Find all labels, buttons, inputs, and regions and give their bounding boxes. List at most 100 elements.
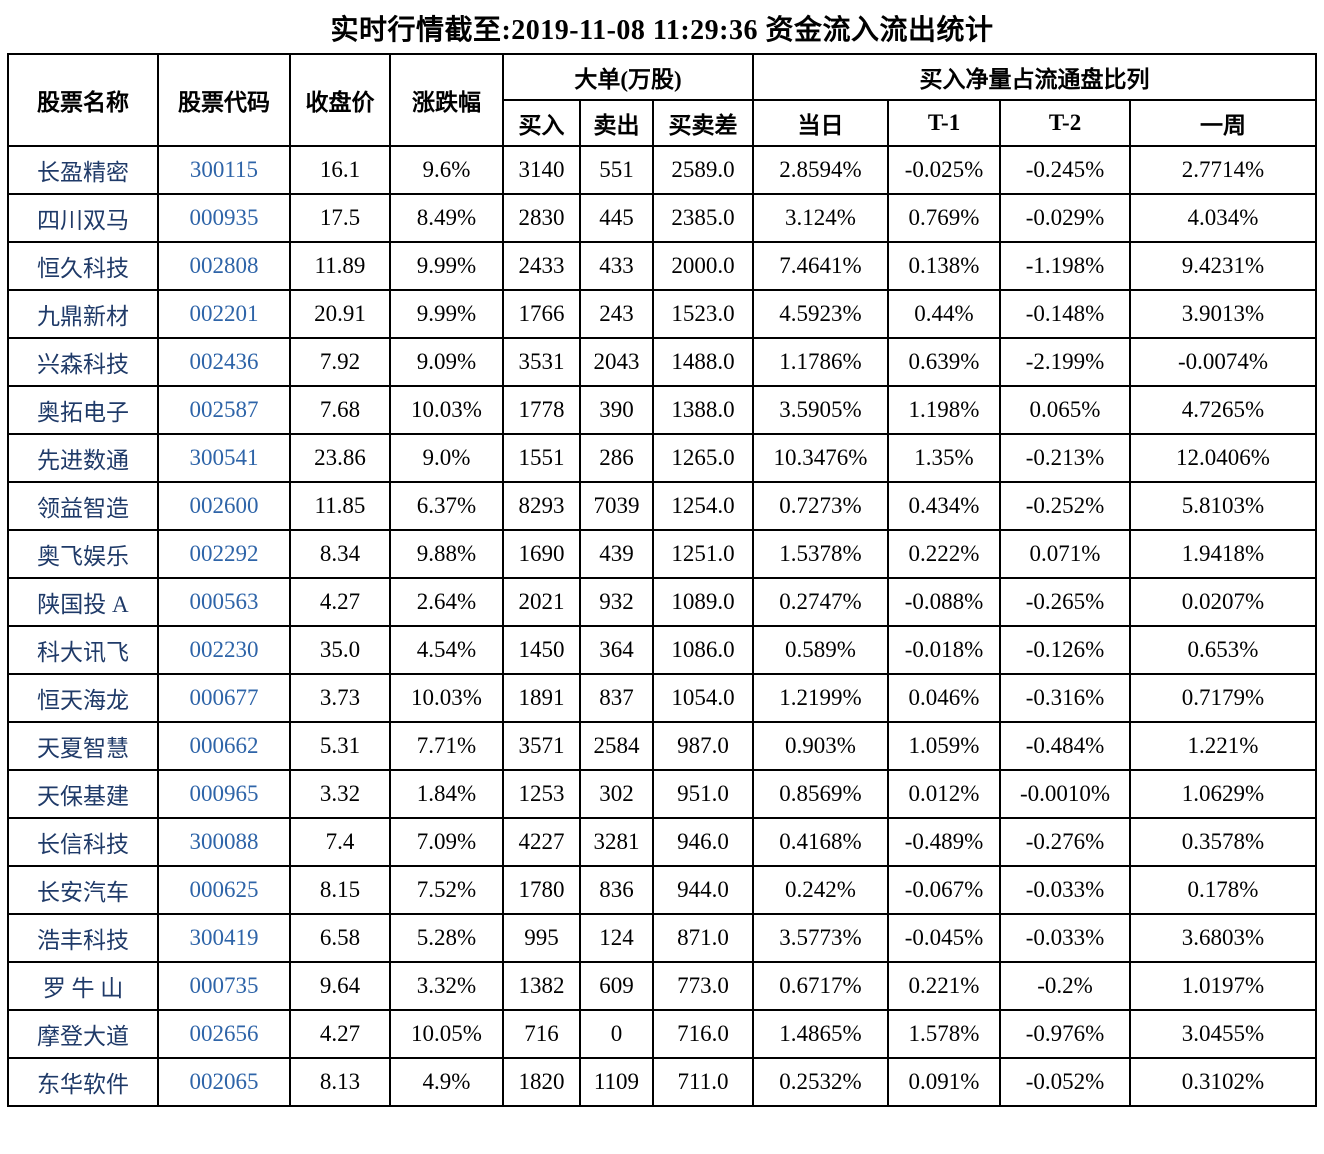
cell-today: 1.2199% bbox=[752, 673, 890, 723]
cell-t2: -0.484% bbox=[999, 721, 1132, 771]
cell-today: 3.5905% bbox=[752, 385, 890, 435]
cell-name: 陕国投 A bbox=[6, 577, 159, 627]
table-row: 科大讯飞 002230 35.0 4.54% 1450 364 1086.0 0.589% -0… bbox=[6, 625, 1318, 675]
cell-close: 3.73 bbox=[288, 673, 391, 723]
col-header-one-week: 一周 bbox=[1129, 99, 1318, 147]
cell-buy: 1551 bbox=[501, 433, 581, 483]
cell-code: 300541 bbox=[156, 433, 291, 483]
cell-code: 002201 bbox=[156, 289, 291, 339]
table-row: 领益智造 002600 11.85 6.37% 8293 7039 1254.0 0.7273… bbox=[6, 481, 1318, 531]
cell-today: 3.124% bbox=[752, 193, 890, 243]
cell-week: 4.034% bbox=[1129, 193, 1318, 243]
header-row-top: 股票名称 股票代码 收盘价 涨跌幅 大单(万股) 买入净量占流通盘比列 bbox=[6, 53, 1318, 147]
cell-diff: 987.0 bbox=[651, 721, 755, 771]
cell-week: 5.8103% bbox=[1129, 481, 1318, 531]
cell-buy: 3571 bbox=[501, 721, 581, 771]
cell-week: 0.3102% bbox=[1129, 1057, 1318, 1107]
col-header-change-pct: 涨跌幅 bbox=[388, 53, 504, 147]
cell-today: 1.1786% bbox=[752, 337, 890, 387]
cell-t1: 0.639% bbox=[887, 337, 1002, 387]
cell-t1: 0.138% bbox=[887, 241, 1002, 291]
table-row: 长盈精密 300115 16.1 9.6% 3140 551 2589.0 2.8594% -0… bbox=[6, 145, 1318, 195]
cell-t1: 1.578% bbox=[887, 1009, 1002, 1059]
cell-t1: -0.045% bbox=[887, 913, 1002, 963]
cell-week: 9.4231% bbox=[1129, 241, 1318, 291]
cell-name: 恒天海龙 bbox=[6, 673, 159, 723]
cell-buy: 8293 bbox=[501, 481, 581, 531]
cell-buy: 995 bbox=[501, 913, 581, 963]
cell-close: 16.1 bbox=[288, 145, 391, 195]
cell-t1: -0.025% bbox=[887, 145, 1002, 195]
cell-close: 9.64 bbox=[288, 961, 391, 1011]
cell-close: 8.15 bbox=[288, 865, 391, 915]
cell-diff: 1388.0 bbox=[651, 385, 755, 435]
cell-buy: 1690 bbox=[501, 529, 581, 579]
cell-name: 四川双马 bbox=[6, 193, 159, 243]
cell-t2: -0.316% bbox=[999, 673, 1132, 723]
cell-today: 0.8569% bbox=[752, 769, 890, 819]
cell-buy: 1780 bbox=[501, 865, 581, 915]
cell-code: 000625 bbox=[156, 865, 291, 915]
cell-week: -0.0074% bbox=[1129, 337, 1318, 387]
cell-sell: 2584 bbox=[578, 721, 654, 771]
cell-diff: 944.0 bbox=[651, 865, 755, 915]
cell-name: 兴森科技 bbox=[6, 337, 159, 387]
cell-week: 0.0207% bbox=[1129, 577, 1318, 627]
table-row: 天保基建 000965 3.32 1.84% 1253 302 951.0 0.8569% 0.… bbox=[6, 769, 1318, 819]
cell-sell: 433 bbox=[578, 241, 654, 291]
table-row: 东华软件 002065 8.13 4.9% 1820 1109 711.0 0.2532% 0.… bbox=[6, 1057, 1318, 1107]
table-row: 四川双马 000935 17.5 8.49% 2830 445 2385.0 3.124% 0.… bbox=[6, 193, 1318, 243]
cell-today: 3.5773% bbox=[752, 913, 890, 963]
cell-t2: 0.071% bbox=[999, 529, 1132, 579]
cell-t2: -0.976% bbox=[999, 1009, 1132, 1059]
cell-t1: 0.434% bbox=[887, 481, 1002, 531]
cell-close: 7.92 bbox=[288, 337, 391, 387]
cell-change: 6.37% bbox=[388, 481, 504, 531]
cell-name: 东华软件 bbox=[6, 1057, 159, 1107]
cell-sell: 551 bbox=[578, 145, 654, 195]
cell-close: 8.13 bbox=[288, 1057, 391, 1107]
cell-sell: 836 bbox=[578, 865, 654, 915]
cell-name: 天保基建 bbox=[6, 769, 159, 819]
cell-buy: 1766 bbox=[501, 289, 581, 339]
table-row: 兴森科技 002436 7.92 9.09% 3531 2043 1488.0 1.1786%… bbox=[6, 337, 1318, 387]
col-header-close-price: 收盘价 bbox=[288, 53, 391, 147]
table-row: 罗 牛 山 000735 9.64 3.32% 1382 609 773.0 0.6717% 0… bbox=[6, 961, 1318, 1011]
cell-t2: -2.199% bbox=[999, 337, 1132, 387]
cell-week: 0.178% bbox=[1129, 865, 1318, 915]
cell-close: 17.5 bbox=[288, 193, 391, 243]
cell-t1: 0.012% bbox=[887, 769, 1002, 819]
cell-diff: 871.0 bbox=[651, 913, 755, 963]
table-row: 天夏智慧 000662 5.31 7.71% 3571 2584 987.0 0.903% 1.… bbox=[6, 721, 1318, 771]
table-header: 股票名称 股票代码 收盘价 涨跌幅 大单(万股) 买入净量占流通盘比列 买入 卖… bbox=[6, 53, 1318, 147]
cell-t2: -0.033% bbox=[999, 913, 1132, 963]
cell-close: 23.86 bbox=[288, 433, 391, 483]
cell-change: 9.99% bbox=[388, 241, 504, 291]
cell-change: 9.6% bbox=[388, 145, 504, 195]
cell-buy: 1450 bbox=[501, 625, 581, 675]
cell-t2: -0.033% bbox=[999, 865, 1132, 915]
cell-t2: -0.213% bbox=[999, 433, 1132, 483]
cell-today: 0.903% bbox=[752, 721, 890, 771]
table-body: 长盈精密 300115 16.1 9.6% 3140 551 2589.0 2.8594% -0… bbox=[6, 145, 1318, 1107]
cell-buy: 2433 bbox=[501, 241, 581, 291]
cell-diff: 711.0 bbox=[651, 1057, 755, 1107]
cell-t2: -0.126% bbox=[999, 625, 1132, 675]
cell-week: 1.0629% bbox=[1129, 769, 1318, 819]
cell-buy: 1820 bbox=[501, 1057, 581, 1107]
cell-sell: 2043 bbox=[578, 337, 654, 387]
cell-name: 罗 牛 山 bbox=[6, 961, 159, 1011]
cell-name: 奥拓电子 bbox=[6, 385, 159, 435]
cell-close: 20.91 bbox=[288, 289, 391, 339]
cell-code: 000735 bbox=[156, 961, 291, 1011]
cell-diff: 951.0 bbox=[651, 769, 755, 819]
cell-code: 002065 bbox=[156, 1057, 291, 1107]
cell-change: 9.0% bbox=[388, 433, 504, 483]
cell-diff: 773.0 bbox=[651, 961, 755, 1011]
cell-code: 002656 bbox=[156, 1009, 291, 1059]
cell-sell: 932 bbox=[578, 577, 654, 627]
cell-today: 0.6717% bbox=[752, 961, 890, 1011]
cell-code: 000677 bbox=[156, 673, 291, 723]
cell-t2: -0.052% bbox=[999, 1057, 1132, 1107]
cell-change: 7.52% bbox=[388, 865, 504, 915]
